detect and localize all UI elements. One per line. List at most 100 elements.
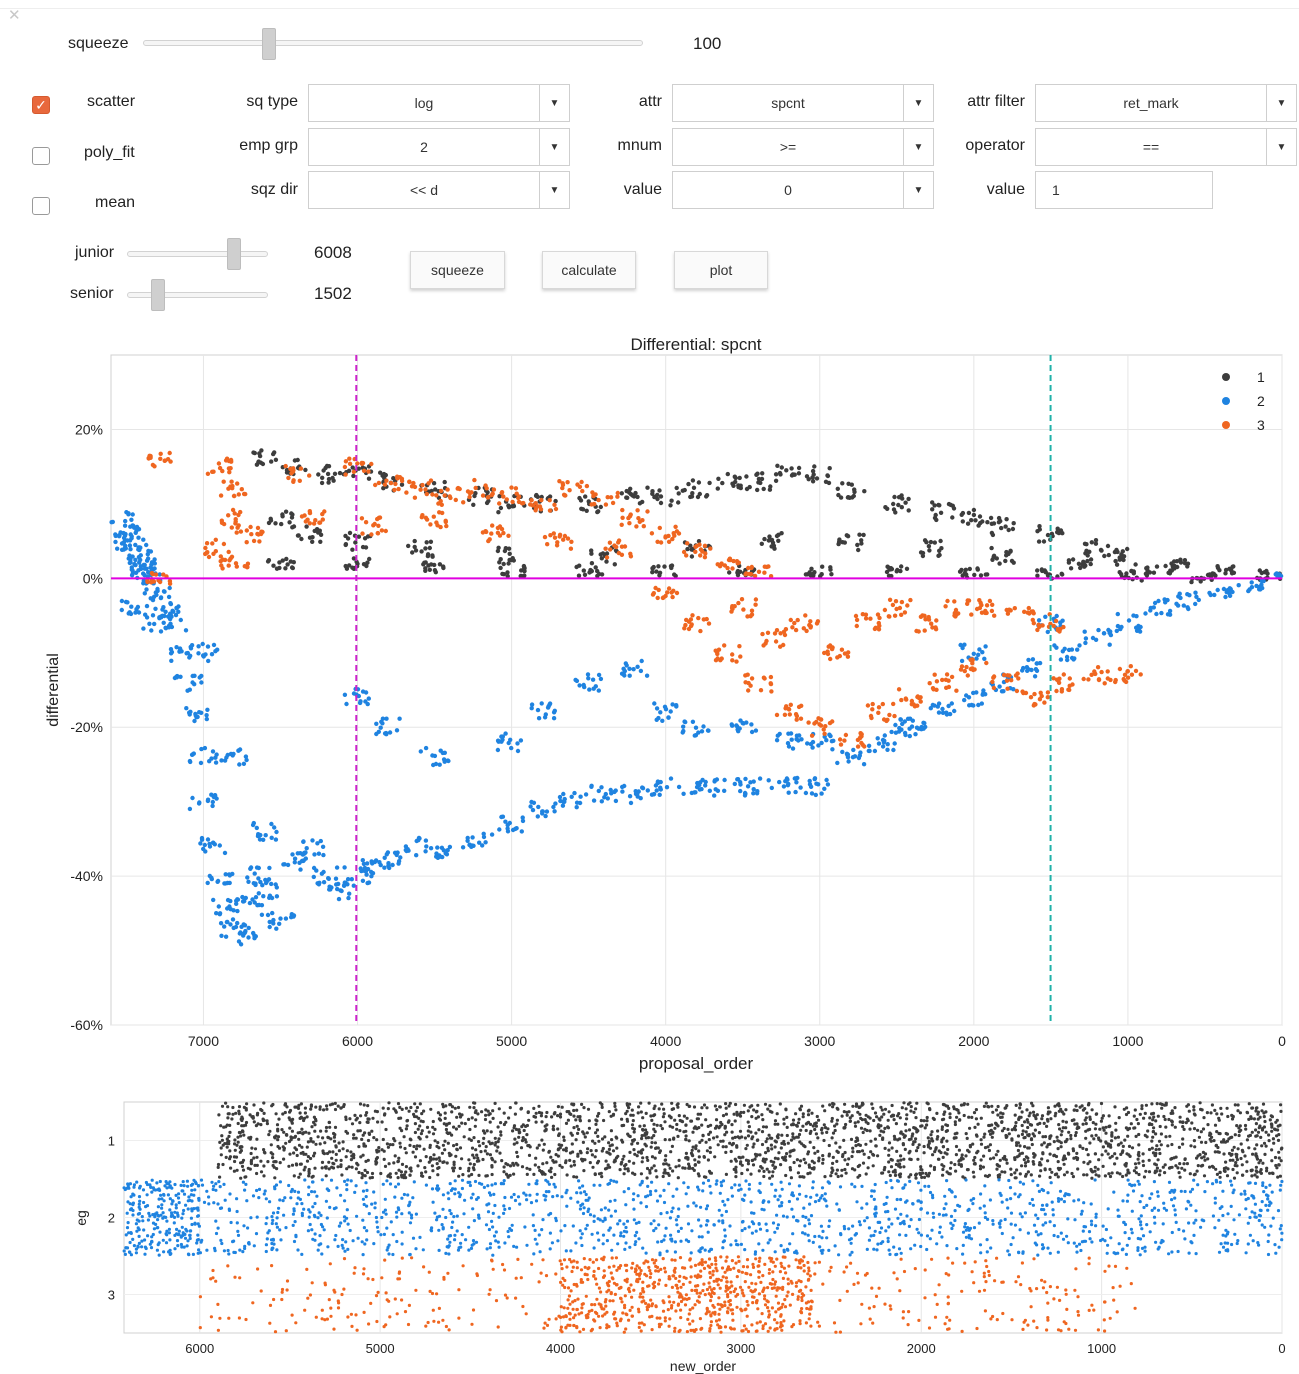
sqz-dir-dropdown[interactable]: << d ▼: [308, 171, 570, 209]
data-point: [152, 561, 157, 566]
legend-label: 2: [1257, 393, 1265, 409]
data-point: [765, 1137, 769, 1141]
data-point: [783, 1155, 788, 1159]
data-point: [1206, 1157, 1210, 1161]
junior-slider-handle[interactable]: [227, 238, 241, 270]
data-point: [627, 1106, 631, 1110]
mnum-dropdown[interactable]: >= ▼: [672, 128, 934, 166]
data-point: [279, 521, 284, 527]
emp-grp-dropdown[interactable]: 2 ▼: [308, 128, 570, 166]
data-point: [826, 1127, 830, 1131]
senior-slider-track[interactable]: [127, 292, 268, 298]
data-point: [937, 1149, 941, 1153]
data-point: [228, 1130, 232, 1134]
data-point: [1223, 594, 1228, 600]
data-point: [503, 546, 508, 551]
data-point: [1121, 676, 1126, 682]
mean-checkbox[interactable]: [32, 197, 50, 215]
data-point: [1274, 1120, 1278, 1124]
mean-label: mean: [95, 194, 136, 211]
data-point: [713, 1155, 717, 1159]
attr-filter-dropdown[interactable]: ret_mark ▼: [1035, 84, 1297, 122]
data-point: [557, 1133, 561, 1138]
data-point: [350, 1154, 354, 1158]
data-point: [604, 555, 610, 560]
data-point: [321, 468, 326, 473]
squeeze-slider-track[interactable]: [143, 40, 643, 46]
data-point: [982, 656, 987, 661]
data-point: [1212, 592, 1217, 598]
data-point: [158, 595, 164, 601]
data-point: [461, 1173, 465, 1177]
data-point: [889, 729, 894, 735]
data-point: [499, 1133, 503, 1137]
data-point: [1116, 1135, 1120, 1139]
data-point: [490, 1164, 494, 1168]
data-point: [1041, 1135, 1045, 1139]
data-point: [345, 877, 351, 882]
data-point: [798, 1175, 802, 1179]
data-point: [954, 1153, 959, 1157]
data-point: [835, 1118, 840, 1122]
data-point: [1138, 672, 1143, 677]
data-point: [913, 732, 918, 737]
data-point: [752, 573, 758, 579]
operator-dropdown[interactable]: == ▼: [1035, 128, 1297, 166]
scatter-checkbox[interactable]: ✓: [32, 96, 50, 114]
data-point: [920, 553, 926, 559]
value2-input[interactable]: 1: [1035, 171, 1213, 209]
data-point: [142, 591, 147, 596]
data-point: [1029, 1137, 1034, 1141]
junior-slider-track[interactable]: [127, 251, 268, 257]
sq-type-dropdown[interactable]: log ▼: [308, 84, 570, 122]
data-point: [1024, 665, 1030, 670]
data-point: [506, 1163, 510, 1167]
data-point: [921, 726, 926, 731]
data-point: [979, 1158, 983, 1162]
data-point: [511, 1172, 516, 1176]
calculate-button[interactable]: calculate: [542, 251, 636, 289]
poly-fit-checkbox[interactable]: [32, 147, 50, 165]
data-point: [237, 1109, 241, 1113]
data-point: [1055, 627, 1060, 632]
data-point: [719, 1139, 723, 1143]
data-point: [683, 1166, 687, 1170]
data-point: [1113, 558, 1118, 564]
data-point: [1163, 1171, 1167, 1175]
data-point: [441, 564, 446, 569]
data-point: [1224, 1160, 1228, 1164]
squeeze-slider-handle[interactable]: [262, 28, 276, 60]
data-point: [665, 590, 670, 595]
data-point: [893, 599, 899, 604]
data-point: [981, 690, 986, 696]
data-point: [1105, 676, 1111, 681]
data-point: [1072, 1108, 1076, 1112]
data-point: [915, 703, 920, 708]
value-dropdown[interactable]: 0 ▼: [672, 171, 934, 209]
data-point: [251, 538, 257, 544]
data-point: [1208, 1137, 1212, 1141]
close-icon[interactable]: ✕: [8, 7, 21, 24]
attr-dropdown[interactable]: spcnt ▼: [672, 84, 934, 122]
data-point: [773, 472, 779, 477]
data-point: [794, 1112, 798, 1116]
data-point: [737, 475, 742, 481]
squeeze-button[interactable]: squeeze: [410, 251, 505, 289]
data-point: [1128, 664, 1134, 669]
data-point: [798, 785, 803, 790]
senior-slider-handle[interactable]: [151, 279, 165, 311]
data-point: [1233, 1133, 1237, 1137]
data-point: [762, 1169, 766, 1173]
data-point: [734, 1102, 738, 1107]
data-point: [1025, 1118, 1029, 1122]
data-point: [780, 1133, 784, 1137]
data-point: [967, 566, 972, 572]
data-point: [919, 1118, 923, 1123]
data-point: [550, 1175, 554, 1179]
plot-button[interactable]: plot: [674, 251, 768, 289]
data-point: [1036, 622, 1041, 627]
data-point: [355, 1161, 359, 1165]
data-point: [423, 849, 428, 854]
data-point: [443, 519, 448, 525]
data-point: [375, 1161, 379, 1165]
